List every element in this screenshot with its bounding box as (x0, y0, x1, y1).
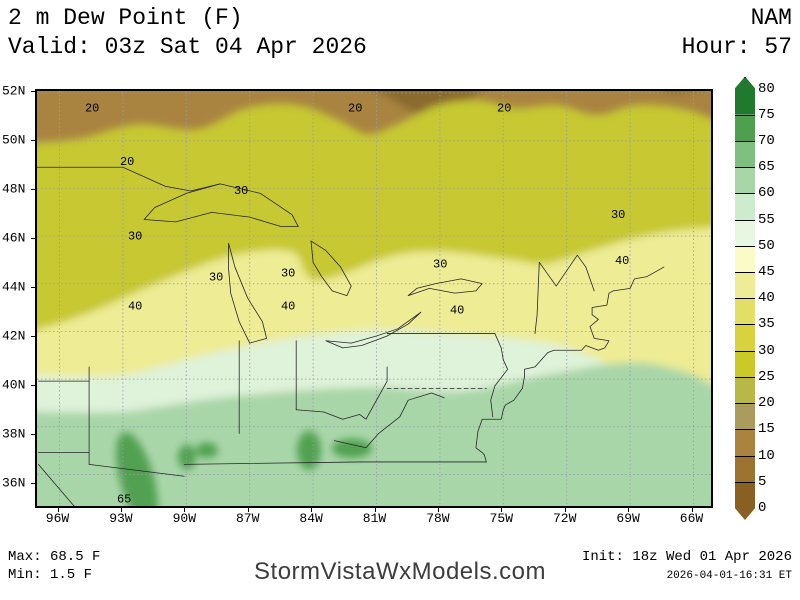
svg-text:40: 40 (281, 299, 295, 313)
svg-text:30: 30 (128, 229, 142, 243)
svg-text:20: 20 (120, 154, 134, 168)
svg-text:20: 20 (348, 101, 362, 115)
svg-text:30: 30 (209, 270, 223, 284)
svg-text:20: 20 (497, 101, 511, 115)
svg-text:40: 40 (128, 299, 142, 313)
svg-text:30: 30 (611, 208, 625, 222)
svg-text:30: 30 (234, 184, 248, 198)
svg-text:30: 30 (433, 257, 447, 271)
svg-text:40: 40 (450, 303, 464, 317)
svg-text:20: 20 (85, 101, 99, 115)
svg-text:65: 65 (117, 492, 131, 506)
svg-text:30: 30 (281, 266, 295, 280)
svg-text:40: 40 (615, 253, 629, 267)
